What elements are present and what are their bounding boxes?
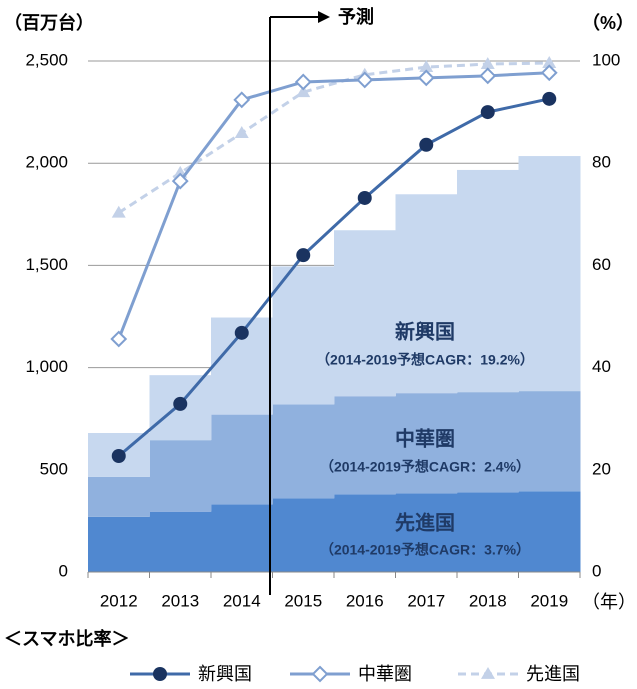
bar-segment xyxy=(272,266,335,405)
area-annotation: （2014-2019予想CAGR：19.2%） xyxy=(316,352,534,368)
marker xyxy=(171,172,189,190)
bar-segment xyxy=(211,414,273,505)
marker xyxy=(234,325,249,340)
marker xyxy=(357,190,372,205)
bar-segment xyxy=(149,511,212,572)
bar-segment xyxy=(272,404,335,499)
forecast-label: 予測 xyxy=(338,6,374,27)
y-tick-label: 1,000 xyxy=(25,357,68,376)
y2-tick-label: 80 xyxy=(592,153,611,172)
x-tick-label: 2013 xyxy=(161,591,199,610)
y2-tick-label: 60 xyxy=(592,255,611,274)
marker xyxy=(234,126,249,138)
marker xyxy=(419,60,434,73)
bar-segment xyxy=(518,391,581,492)
marker xyxy=(480,57,495,69)
y2-tick-label: 100 xyxy=(592,50,620,69)
area-annotation: （2014-2019予想CAGR：3.7%） xyxy=(320,542,530,558)
marker xyxy=(542,91,557,106)
marker xyxy=(479,67,497,85)
marker xyxy=(296,85,311,98)
legend-marker xyxy=(481,667,495,679)
area-annotation: （2014-2019予想CAGR：2.4%） xyxy=(320,459,530,475)
marker xyxy=(419,137,434,152)
bar-segment xyxy=(334,494,396,572)
legend-label: 先進国 xyxy=(526,664,580,684)
line xyxy=(117,97,550,458)
x-tick-label: 2015 xyxy=(284,591,322,610)
bar-segment xyxy=(395,194,458,394)
marker xyxy=(417,69,435,87)
y2-tick-label: 20 xyxy=(592,459,611,478)
x-axis-title: （年） xyxy=(582,592,636,612)
y-tick-label: 2,000 xyxy=(25,153,68,172)
marker xyxy=(296,248,311,263)
marker xyxy=(356,71,374,89)
area-label: 中華圏 xyxy=(395,426,455,450)
y2-tick-label: 40 xyxy=(592,357,611,376)
area-label: 新興国 xyxy=(395,319,455,343)
axes xyxy=(87,571,581,578)
forecast-arrowhead xyxy=(318,11,330,23)
legend-label: 新興国 xyxy=(198,664,252,684)
y-tick-label: 2,500 xyxy=(25,50,68,69)
x-tick-label: 2016 xyxy=(346,591,384,610)
x-tick-label: 2018 xyxy=(469,591,507,610)
bar-segment xyxy=(149,440,212,512)
bar-segment xyxy=(395,493,458,572)
bar-segment xyxy=(272,498,335,572)
bar-segment xyxy=(457,492,519,572)
marker xyxy=(540,64,558,82)
lines xyxy=(110,56,558,464)
marker xyxy=(294,73,312,91)
y-tick-label: 500 xyxy=(40,459,68,478)
labels: 0 500 1,000 1,500 2,000 2,500 0 20 40 60 80 100 2012… xyxy=(25,50,620,610)
y2-tick-label: 0 xyxy=(592,561,601,580)
bar-segment xyxy=(334,396,396,495)
legend-marker xyxy=(153,667,167,681)
bar-segment xyxy=(88,476,150,517)
x-tick-label: 2017 xyxy=(407,591,445,610)
bar-segment xyxy=(518,156,581,392)
legend: 新興国 中華圏 先進国 xyxy=(130,664,580,684)
y-tick-label: 0 xyxy=(59,561,68,580)
marker xyxy=(480,105,495,120)
marker xyxy=(111,205,126,218)
x-tick-label: 2012 xyxy=(100,591,138,610)
bar-segment xyxy=(334,230,396,397)
line xyxy=(117,71,550,340)
legend-marker xyxy=(311,665,329,683)
bar-segment xyxy=(395,393,458,494)
bar-segment xyxy=(518,491,581,572)
area-label: 先進国 xyxy=(395,510,455,534)
bar-segment xyxy=(211,504,273,572)
marker xyxy=(542,56,557,68)
forecast: 予測 xyxy=(269,6,374,595)
marker xyxy=(111,449,126,464)
bar-segment xyxy=(88,516,150,572)
bars xyxy=(88,156,581,572)
marker xyxy=(233,91,251,109)
legend-label: 中華圏 xyxy=(358,664,412,684)
y-tick-label: 1,500 xyxy=(25,255,68,274)
legend-title: ＜スマホ比率＞ xyxy=(4,628,129,649)
marker xyxy=(110,330,128,348)
bar-segment xyxy=(457,169,519,393)
marker xyxy=(173,396,188,411)
x-tick-label: 2014 xyxy=(223,591,261,610)
bar-segment xyxy=(457,392,519,493)
y-axis-title: （百万台） xyxy=(4,12,94,33)
x-tick-label: 2019 xyxy=(530,591,568,610)
y2-axis-title: （%） xyxy=(582,13,634,33)
